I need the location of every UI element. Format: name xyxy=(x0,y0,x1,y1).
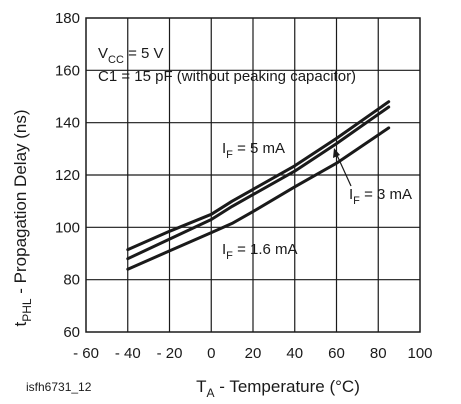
x-tick-label: 60 xyxy=(328,345,345,362)
leader-line-3ma xyxy=(335,152,352,187)
y-tick-label: 180 xyxy=(55,10,80,27)
grid-lines xyxy=(86,18,420,332)
series-label-1-6ma: IF = 1.6 mA xyxy=(222,241,298,262)
x-tick-label: - 40 xyxy=(115,345,141,362)
plot-frame xyxy=(85,17,421,333)
x-tick-label: 0 xyxy=(207,345,215,362)
series-line-2 xyxy=(126,126,391,271)
x-tick-label: - 60 xyxy=(73,345,99,362)
series-label-5ma: IF = 5 mA xyxy=(222,140,285,161)
condition-vcc: VCC = 5 V xyxy=(98,45,164,66)
series-line-0 xyxy=(126,100,391,252)
x-tick-label: 100 xyxy=(407,345,432,362)
y-tick-label: 140 xyxy=(55,115,80,132)
y-tick-label: 60 xyxy=(63,324,80,341)
x-tick-label: 40 xyxy=(286,345,303,362)
y-tick-labels: 60 80 100 120 140 160 180 xyxy=(55,10,80,341)
series-layer xyxy=(126,100,391,271)
figure-id: isfh6731_12 xyxy=(26,380,92,394)
x-axis-label: TA - Temperature (°C) xyxy=(196,377,360,400)
x-tick-label: 20 xyxy=(245,345,262,362)
leader-arrowhead-3ma xyxy=(333,148,340,158)
y-tick-label: 120 xyxy=(55,167,80,184)
condition-c1: C1 = 15 pF (without peaking capacitor) xyxy=(98,68,356,85)
x-tick-label: - 20 xyxy=(157,345,183,362)
y-axis-label: tPHL - Propagation Delay (ns) xyxy=(11,109,34,326)
series-line-1 xyxy=(126,105,391,261)
x-tick-labels: - 60 - 40 - 20 0 20 40 60 80 100 xyxy=(73,345,432,362)
y-tick-label: 160 xyxy=(55,62,80,79)
series-label-3ma: IF = 3 mA xyxy=(349,186,412,207)
y-tick-label: 100 xyxy=(55,219,80,236)
y-tick-label: 80 xyxy=(63,272,80,289)
x-tick-label: 80 xyxy=(370,345,387,362)
